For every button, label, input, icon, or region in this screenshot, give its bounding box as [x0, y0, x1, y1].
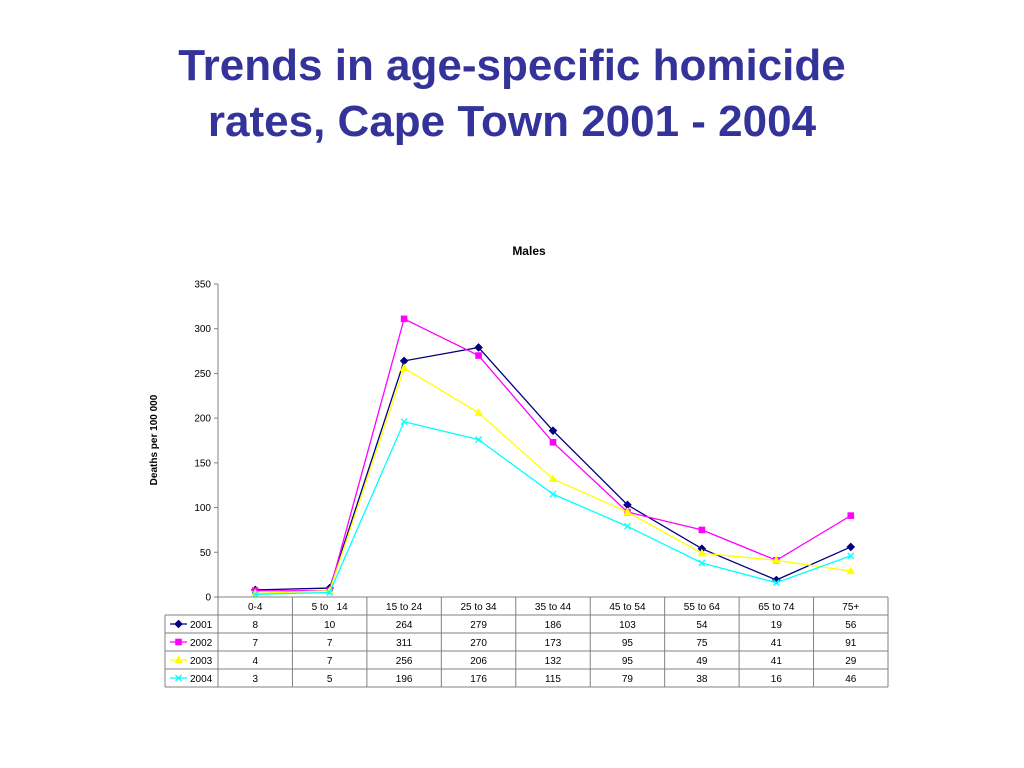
series-2003-marker	[697, 548, 707, 557]
series-2003-marker	[548, 474, 558, 483]
series-2004-marker	[623, 522, 631, 530]
series-2002-marker	[475, 352, 482, 359]
table-cell-value: 49	[696, 656, 708, 667]
table-cell-value: 115	[545, 674, 561, 685]
table-cell-value: 19	[771, 620, 783, 631]
y-tick-label: 150	[194, 458, 211, 469]
series-2002-marker	[847, 512, 855, 519]
table-cell-value: 270	[470, 638, 487, 649]
series-2004-marker	[400, 418, 408, 426]
table-cell-value: 173	[545, 638, 562, 649]
table-cell-value: 8	[252, 620, 258, 631]
table-cell-value: 7	[327, 638, 333, 649]
category-label: 0-4	[248, 602, 263, 613]
series-2001-marker	[474, 343, 483, 352]
table-cell-value: 7	[252, 638, 258, 649]
table-cell-value: 16	[771, 674, 783, 685]
y-axis-label: Deaths per 100 000	[149, 394, 160, 485]
series-2004-marker	[698, 559, 706, 567]
table-cell-value: 75	[696, 638, 708, 649]
series-2002-marker	[698, 526, 706, 534]
table-cell-value: 132	[545, 656, 562, 667]
series-2001-marker	[548, 426, 558, 435]
table-cell-value: 41	[771, 638, 783, 649]
table-cell-value: 196	[396, 674, 413, 685]
series-2002-marker	[549, 438, 557, 446]
y-tick-label: 200	[194, 414, 211, 425]
series-2004-marker	[772, 579, 780, 587]
series-2003-marker	[623, 507, 632, 516]
table-cell-value: 38	[696, 674, 708, 685]
category-label: 55 to 64	[684, 602, 721, 613]
table-cell-value: 95	[622, 638, 634, 649]
table-cell-value: 5	[327, 674, 333, 685]
series-2004-line	[255, 420, 851, 595]
series-2002-line	[255, 317, 852, 592]
table-cell-value: 176	[470, 674, 487, 685]
table-cell-value: 264	[396, 620, 413, 631]
table-cell-value: 54	[696, 620, 708, 631]
table-cell-value: 95	[622, 656, 634, 667]
table-cell-value: 206	[470, 656, 487, 667]
table-cell-value: 79	[622, 674, 634, 685]
category-label: 25 to 34	[460, 602, 497, 613]
table-cell-value: 10	[324, 620, 336, 631]
series-2004-marker	[326, 589, 334, 596]
table-cell-value: 3	[252, 674, 258, 685]
table-cell-value: 56	[845, 620, 857, 631]
series-2004-marker	[175, 674, 182, 682]
table-cell-value: 186	[545, 620, 562, 631]
table-cell-value: 4	[252, 656, 258, 667]
series-2004-marker	[475, 436, 483, 444]
table-cell-value: 29	[845, 656, 857, 667]
y-tick-label: 350	[194, 280, 211, 291]
table-cell-value: 41	[771, 656, 783, 667]
series-2003-marker	[399, 363, 409, 372]
table-cell-value: 91	[845, 638, 857, 649]
series-2003-marker	[174, 655, 183, 664]
slide-title: Trends in age-specific homicide rates, C…	[0, 38, 1024, 150]
series-2004-marker	[847, 552, 855, 560]
legend-label: 2001	[190, 620, 213, 631]
table-cell-value: 103	[619, 620, 636, 631]
series-2001-marker	[846, 542, 856, 552]
series-2003-marker	[474, 408, 483, 416]
y-tick-label: 300	[194, 324, 211, 335]
category-label: 45 to 54	[609, 602, 646, 613]
slide-title-line-2: rates, Cape Town 2001 - 2004	[207, 97, 817, 146]
category-label: 5 to 14	[312, 602, 349, 613]
series-2003-marker	[846, 566, 856, 575]
series-2003-marker	[772, 555, 781, 564]
series-2004-marker	[251, 590, 259, 598]
slide-title-line-1: Trends in age-specific homicide	[178, 41, 846, 90]
table-cell-value: 46	[845, 674, 857, 685]
chart-title: Males	[512, 244, 546, 258]
series-2004-marker	[549, 490, 557, 498]
y-tick-label: 50	[200, 548, 212, 559]
y-tick-label: 250	[194, 369, 211, 380]
series-2002-marker	[400, 315, 408, 323]
category-label: 35 to 44	[535, 602, 572, 613]
y-tick-label: 0	[205, 593, 211, 604]
series-2001-marker	[174, 619, 183, 629]
category-label: 65 to 74	[758, 602, 795, 613]
table-cell-value: 7	[327, 656, 333, 667]
table-cell-value: 279	[470, 620, 487, 631]
series-2001-line	[255, 346, 852, 591]
legend-label: 2004	[190, 674, 213, 685]
legend-label: 2002	[190, 638, 213, 649]
legend-label: 2003	[190, 656, 213, 667]
table-cell-value: 311	[396, 638, 412, 649]
table-cell-value: 256	[396, 656, 413, 667]
category-label: 75+	[842, 602, 859, 613]
series-2002-marker	[175, 638, 182, 646]
y-tick-label: 100	[194, 503, 211, 514]
category-label: 15 to 24	[386, 602, 423, 613]
